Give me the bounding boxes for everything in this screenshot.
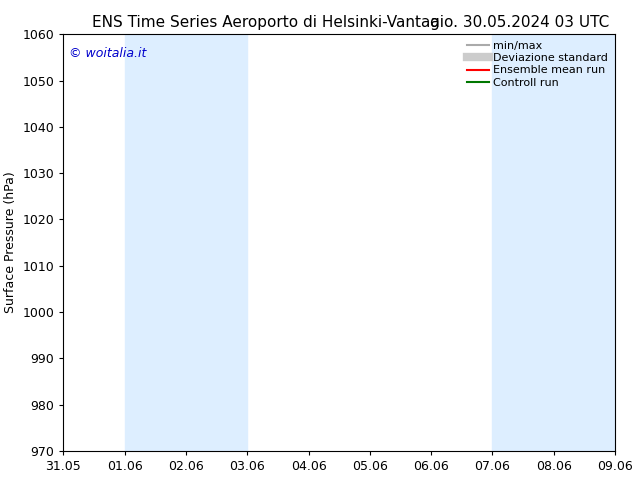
Text: © woitalia.it: © woitalia.it	[69, 47, 146, 60]
Legend: min/max, Deviazione standard, Ensemble mean run, Controll run: min/max, Deviazione standard, Ensemble m…	[462, 37, 612, 92]
Bar	[493, 34, 615, 451]
Text: ENS Time Series Aeroporto di Helsinki-Vantaa: ENS Time Series Aeroporto di Helsinki-Va…	[93, 15, 440, 30]
Bar	[125, 34, 247, 451]
Y-axis label: Surface Pressure (hPa): Surface Pressure (hPa)	[4, 172, 17, 314]
Text: gio. 30.05.2024 03 UTC: gio. 30.05.2024 03 UTC	[430, 15, 609, 30]
